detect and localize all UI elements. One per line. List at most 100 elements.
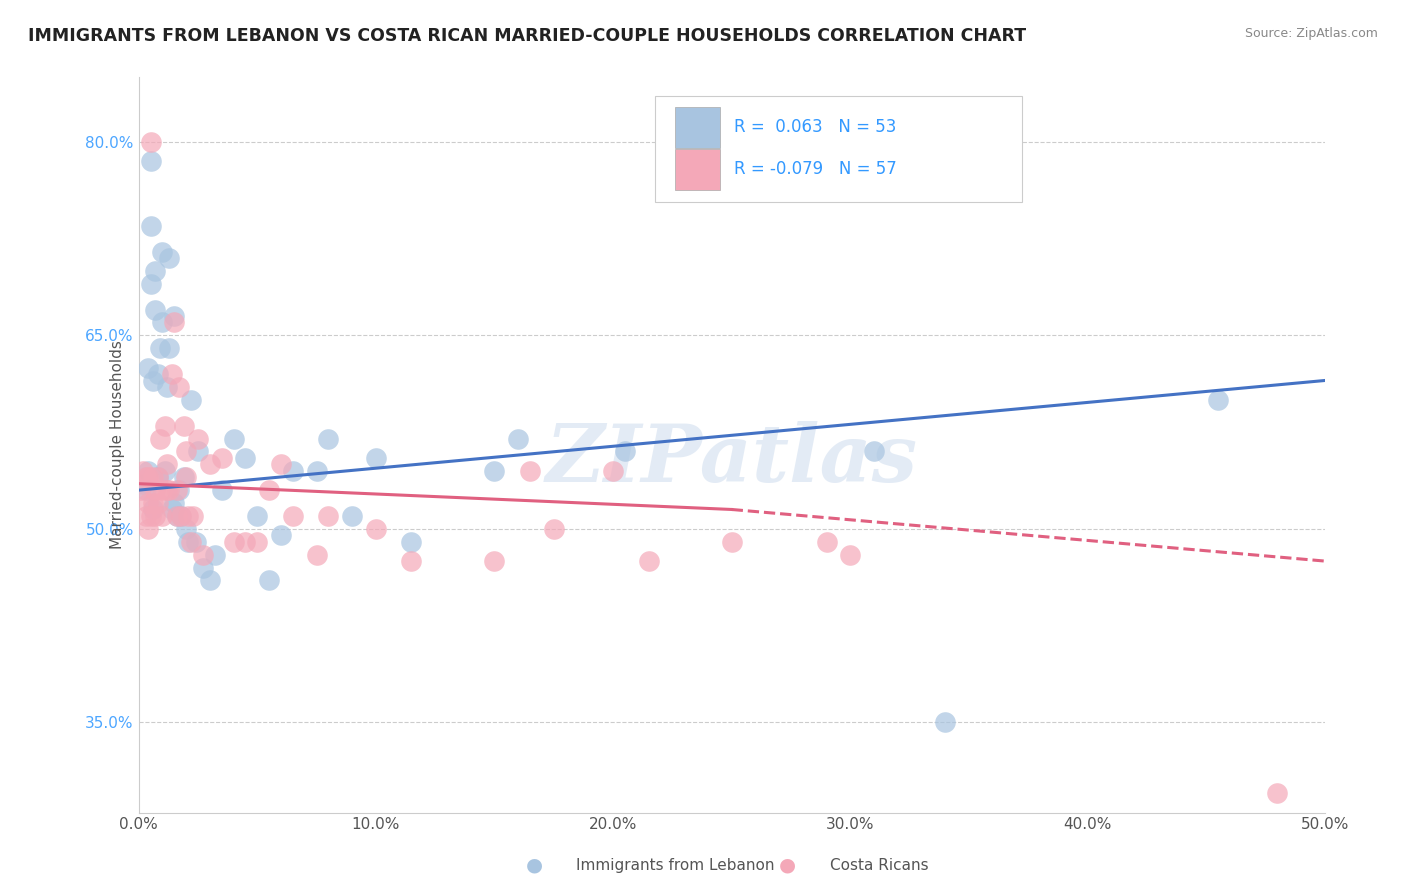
Point	[142, 470, 165, 484]
Point	[129, 483, 152, 497]
Point	[211, 450, 233, 465]
Point	[1265, 786, 1288, 800]
Point	[156, 483, 179, 497]
Text: IMMIGRANTS FROM LEBANON VS COSTA RICAN MARRIED-COUPLE HOUSEHOLDS CORRELATION CHA: IMMIGRANTS FROM LEBANON VS COSTA RICAN M…	[28, 27, 1026, 45]
Point	[146, 367, 169, 381]
Point	[174, 444, 197, 458]
Point	[340, 508, 363, 523]
Point	[159, 251, 181, 265]
Point	[613, 444, 636, 458]
Point	[246, 534, 269, 549]
Point	[153, 418, 176, 433]
Point	[167, 483, 190, 497]
Point	[222, 534, 245, 549]
Point	[159, 341, 181, 355]
Point	[720, 534, 742, 549]
Point	[163, 316, 186, 330]
Point	[637, 554, 659, 568]
Point	[198, 574, 221, 588]
Text: R = -0.079   N = 57: R = -0.079 N = 57	[734, 161, 897, 178]
Point	[166, 483, 188, 497]
Point	[204, 548, 226, 562]
Point	[146, 470, 169, 484]
Point	[174, 522, 197, 536]
Point	[839, 548, 862, 562]
Point	[318, 432, 340, 446]
Point	[318, 508, 340, 523]
Point	[934, 715, 956, 730]
Point	[364, 522, 387, 536]
Point	[257, 574, 280, 588]
Point	[136, 470, 159, 484]
Point	[173, 470, 195, 484]
Point	[163, 496, 186, 510]
Point	[142, 496, 165, 510]
Point	[305, 464, 328, 478]
Point	[181, 508, 204, 523]
Point	[143, 264, 166, 278]
Point	[142, 374, 165, 388]
Point	[132, 464, 155, 478]
Point	[180, 392, 202, 407]
Point	[484, 464, 506, 478]
Point	[139, 277, 162, 291]
Point	[143, 508, 166, 523]
Point	[160, 502, 183, 516]
Point	[139, 135, 162, 149]
Point	[159, 483, 181, 497]
Point	[235, 450, 257, 465]
Point	[187, 444, 209, 458]
Point	[170, 508, 193, 523]
Point	[132, 476, 155, 491]
Point	[163, 309, 186, 323]
Point	[150, 508, 173, 523]
Point	[519, 464, 541, 478]
Point	[156, 380, 179, 394]
Text: R =  0.063   N = 53: R = 0.063 N = 53	[734, 119, 897, 136]
Point	[191, 548, 214, 562]
Point	[222, 432, 245, 446]
Y-axis label: Married-couple Households: Married-couple Households	[110, 341, 125, 549]
Point	[150, 244, 173, 259]
Point	[305, 548, 328, 562]
Point	[180, 534, 202, 549]
Point	[401, 534, 423, 549]
Point	[543, 522, 565, 536]
Point	[146, 496, 169, 510]
Point	[150, 316, 173, 330]
Point	[177, 534, 200, 549]
Point	[211, 483, 233, 497]
Point	[198, 458, 221, 472]
Point	[166, 508, 188, 523]
Point	[149, 341, 172, 355]
Point	[257, 483, 280, 497]
Bar	[675, 107, 720, 148]
Point	[270, 458, 292, 472]
Point	[235, 534, 257, 549]
Point	[270, 528, 292, 542]
Point	[135, 508, 157, 523]
Point	[364, 450, 387, 465]
Point	[170, 508, 193, 523]
Point	[136, 522, 159, 536]
Point	[136, 496, 159, 510]
Point	[149, 432, 172, 446]
Point	[815, 534, 838, 549]
Point	[146, 470, 169, 484]
Point	[187, 432, 209, 446]
Point	[191, 560, 214, 574]
Point	[135, 483, 157, 497]
Point	[153, 464, 176, 478]
Point	[143, 302, 166, 317]
Point	[401, 554, 423, 568]
Point	[135, 470, 157, 484]
Text: ●: ●	[526, 855, 543, 875]
Point	[173, 418, 195, 433]
Point	[167, 380, 190, 394]
Point	[136, 360, 159, 375]
Point	[863, 444, 886, 458]
Point	[281, 508, 304, 523]
Point	[184, 534, 207, 549]
Point	[281, 464, 304, 478]
Point	[160, 367, 183, 381]
